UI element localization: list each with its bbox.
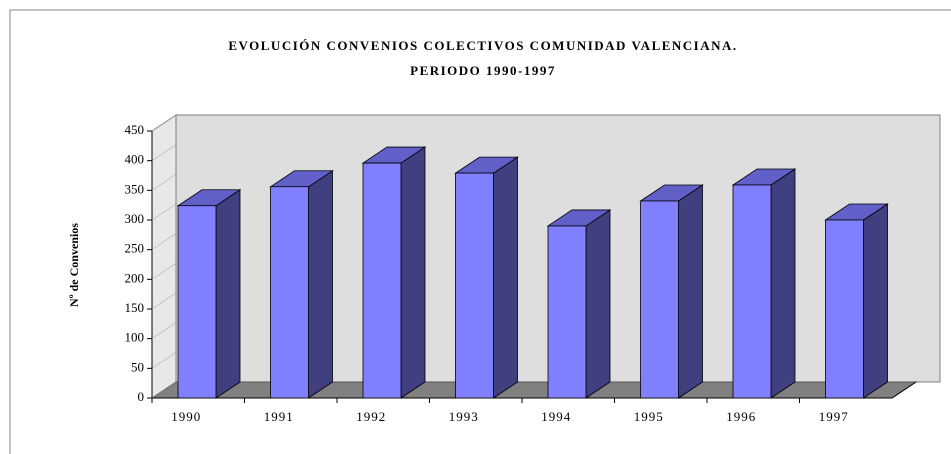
wall-tick <box>151 322 177 339</box>
y-tick-label: 0 <box>138 389 145 404</box>
bar-face <box>825 219 864 399</box>
bar-face <box>863 203 888 399</box>
bar <box>546 209 612 399</box>
bar <box>269 170 334 399</box>
bar-face <box>362 162 402 399</box>
bar-face <box>400 146 426 399</box>
wall-tick <box>151 381 177 399</box>
wall-tick <box>151 203 177 221</box>
bar-face <box>177 205 217 399</box>
wall-tick <box>151 263 177 280</box>
y-tick-label: 300 <box>125 211 145 226</box>
bar <box>824 203 889 399</box>
bar-face <box>270 186 309 399</box>
bar-face <box>640 200 679 399</box>
bar-face <box>493 156 518 399</box>
bar <box>731 168 797 399</box>
y-tick-label: 350 <box>125 181 145 196</box>
x-tick-label: 1997 <box>819 409 849 424</box>
wall-tick <box>151 144 177 161</box>
x-tick-label: 1992 <box>356 409 386 424</box>
bar <box>639 184 704 399</box>
wall-tick <box>151 352 177 369</box>
y-tick-label: 50 <box>131 359 144 374</box>
bar-face <box>585 209 611 399</box>
floor <box>150 381 918 399</box>
y-tick-label: 450 <box>125 122 145 137</box>
left-wall <box>151 114 177 399</box>
bar <box>361 146 427 399</box>
y-tick-label: 100 <box>125 330 145 345</box>
wall-tick <box>151 233 177 250</box>
y-tick-label: 250 <box>125 241 145 256</box>
bar <box>454 156 519 399</box>
wall-tick <box>151 174 177 191</box>
x-tick-label: 1991 <box>264 409 294 424</box>
bar-face <box>455 172 494 399</box>
wall-tick <box>151 114 177 132</box>
y-axis-label: Nº de Convenios <box>67 223 81 307</box>
x-tick-label: 1990 <box>171 409 201 424</box>
x-tick-label: 1996 <box>726 409 756 424</box>
bar-face <box>547 225 587 399</box>
y-tick-label: 200 <box>125 270 145 285</box>
x-tick-label: 1993 <box>449 409 479 424</box>
bar-face <box>215 189 241 399</box>
chart-subtitle: PERIODO 1990-1997 <box>410 63 556 78</box>
bar-face <box>770 168 796 399</box>
x-axis-depth <box>891 381 917 399</box>
wall-tick <box>151 292 177 310</box>
x-tick-label: 1994 <box>541 409 571 424</box>
y-tick-label: 400 <box>125 152 145 167</box>
x-tick-label: 1995 <box>634 409 664 424</box>
y-tick-label: 150 <box>125 300 145 315</box>
bar-face <box>732 184 772 399</box>
chart-title: EVOLUCIÓN CONVENIOS COLECTIVOS COMUNIDAD… <box>228 38 737 53</box>
bar-face <box>678 184 703 399</box>
bar-face <box>308 170 333 399</box>
frame <box>9 9 951 454</box>
bar <box>176 189 242 399</box>
